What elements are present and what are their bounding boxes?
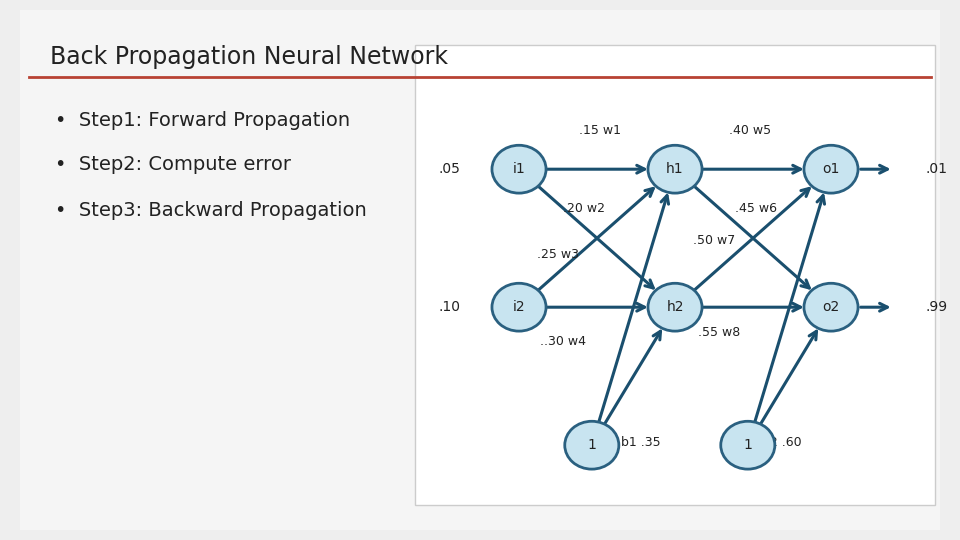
Text: .25 w3: .25 w3 [537,248,579,261]
Text: b1 .35: b1 .35 [621,436,661,449]
Text: b2 .60: b2 .60 [762,436,802,449]
Text: •  Step2: Compute error: • Step2: Compute error [55,156,291,174]
Text: •  Step1: Forward Propagation: • Step1: Forward Propagation [55,111,350,130]
Text: i2: i2 [513,300,525,314]
Text: .20 w2: .20 w2 [563,202,605,215]
Text: h2: h2 [666,300,684,314]
Text: o1: o1 [823,162,840,176]
Text: h1: h1 [666,162,684,176]
Text: .05: .05 [439,162,461,176]
Circle shape [564,421,619,469]
Text: .50 w7: .50 w7 [693,234,735,247]
Text: .45 w6: .45 w6 [734,202,777,215]
Text: 1: 1 [588,438,596,452]
Circle shape [492,145,546,193]
Text: o2: o2 [823,300,840,314]
Text: .40 w5: .40 w5 [730,124,772,137]
Text: .55 w8: .55 w8 [698,326,740,339]
Text: .01: .01 [925,162,948,176]
Text: 1: 1 [743,438,753,452]
Circle shape [804,145,858,193]
Circle shape [492,284,546,331]
FancyBboxPatch shape [415,45,935,505]
Text: ..30 w4: ..30 w4 [540,335,587,348]
Circle shape [648,145,702,193]
Text: .15 w1: .15 w1 [579,124,620,137]
Circle shape [648,284,702,331]
Text: .99: .99 [925,300,948,314]
Text: •  Step3: Backward Propagation: • Step3: Backward Propagation [55,200,367,219]
Text: Back Propagation Neural Network: Back Propagation Neural Network [50,45,448,69]
Circle shape [804,284,858,331]
FancyBboxPatch shape [20,10,940,530]
Text: i1: i1 [513,162,525,176]
Circle shape [721,421,775,469]
Text: .10: .10 [439,300,461,314]
